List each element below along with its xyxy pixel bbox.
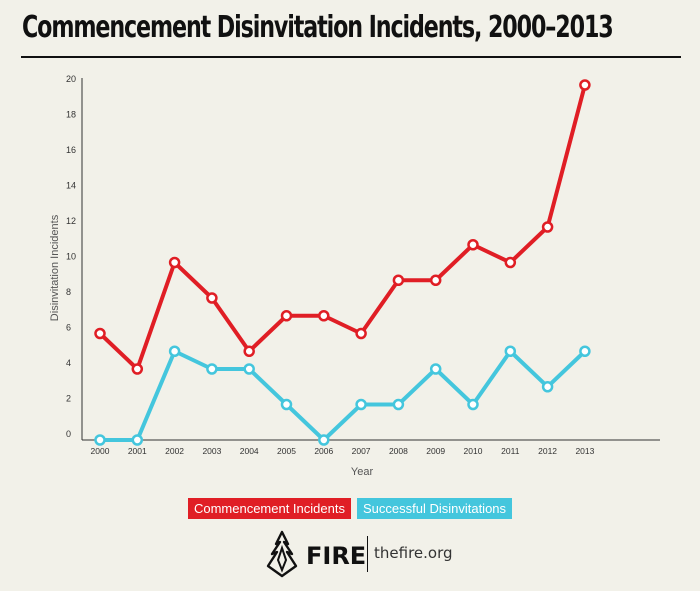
x-tick-label: 2013 [575, 446, 594, 456]
x-tick-label: 2004 [240, 446, 259, 456]
series-line-commencement-incidents [98, 84, 587, 371]
data-point-commencement-incidents [504, 256, 517, 269]
data-point-commencement-incidents [467, 239, 479, 251]
data-point-commencement-incidents [541, 221, 554, 233]
data-point-successful-disinvitations [504, 345, 517, 357]
data-point-successful-disinvitations [429, 363, 442, 375]
data-point-successful-disinvitations [579, 345, 591, 357]
data-point-commencement-incidents [131, 363, 144, 375]
x-tick-label: 2008 [389, 446, 408, 456]
logo-text: FIRE [306, 542, 367, 570]
x-axis-ticks: 2000 2001 2002 2003 2004 2005 2006 2007 2008 2009… [91, 446, 595, 456]
data-point-commencement-incidents [355, 327, 367, 340]
data-point-commencement-incidents [243, 345, 255, 357]
x-tick-label: 2007 [352, 446, 371, 456]
fire-logo: FIRE thefire.org [262, 530, 453, 578]
y-tick-label: 16 [66, 145, 76, 155]
data-point-commencement-incidents [429, 274, 442, 286]
data-point-commencement-incidents [579, 79, 591, 91]
y-tick-label: 6 [66, 323, 71, 333]
x-axis-label: Year [351, 466, 374, 478]
data-point-successful-disinvitations [243, 363, 255, 375]
y-tick-label: 20 [66, 74, 76, 84]
logo-separator [367, 536, 368, 572]
x-tick-label: 2006 [314, 446, 333, 456]
data-point-commencement-incidents [168, 256, 181, 269]
data-point-successful-disinvitations [168, 345, 181, 357]
data-point-commencement-incidents [392, 274, 405, 286]
title-divider [21, 56, 681, 58]
website-label: thefire.org [374, 544, 453, 562]
data-point-successful-disinvitations [392, 398, 405, 411]
x-tick-label: 2011 [501, 446, 520, 456]
x-tick-label: 2010 [464, 446, 483, 456]
data-point-successful-disinvitations [467, 398, 479, 411]
y-tick-label: 0 [66, 429, 71, 439]
data-point-successful-disinvitations [541, 381, 554, 393]
data-point-successful-disinvitations [355, 398, 367, 411]
data-point-commencement-incidents [206, 292, 218, 304]
data-point-successful-disinvitations [131, 434, 144, 446]
y-tick-label: 14 [66, 181, 76, 191]
y-tick-label: 4 [66, 358, 71, 368]
x-tick-label: 2003 [202, 446, 221, 456]
x-tick-label: 2005 [277, 446, 296, 456]
data-point-commencement-incidents [280, 310, 293, 322]
series-line-successful-disinvitations [100, 349, 587, 442]
x-tick-label: 2000 [91, 446, 110, 456]
chart-axes [81, 78, 660, 441]
data-point-commencement-incidents [318, 310, 330, 322]
data-point-successful-disinvitations [280, 398, 293, 411]
y-axis-label: Disinvitation Incidents [49, 214, 61, 321]
legend-commencement-incidents: Commencement Incidents [187, 498, 351, 519]
series-lines [98, 84, 587, 442]
x-tick-label: 2001 [128, 446, 147, 456]
chart-legend: Commencement Incidents Successful Disinvi… [0, 498, 700, 519]
y-tick-label: 18 [66, 110, 76, 120]
data-point-successful-disinvitations [318, 434, 330, 446]
x-tick-label: 2012 [538, 446, 557, 456]
y-tick-label: 12 [66, 216, 76, 226]
y-tick-label: 10 [66, 252, 76, 262]
x-tick-label: 2009 [426, 446, 445, 456]
y-axis-ticks: 0 2 4 6 8 10 12 14 16 18 20 [66, 74, 76, 439]
x-tick-label: 2002 [165, 446, 184, 456]
y-tick-label: 2 [66, 394, 71, 404]
data-point-successful-disinvitations [94, 434, 106, 446]
legend-successful-disinvitations: Successful Disinvitations [356, 498, 513, 519]
series-points [94, 79, 591, 446]
y-tick-label: 8 [66, 287, 71, 297]
data-point-commencement-incidents [94, 327, 106, 340]
flame-icon [266, 530, 298, 578]
data-point-successful-disinvitations [206, 363, 218, 375]
